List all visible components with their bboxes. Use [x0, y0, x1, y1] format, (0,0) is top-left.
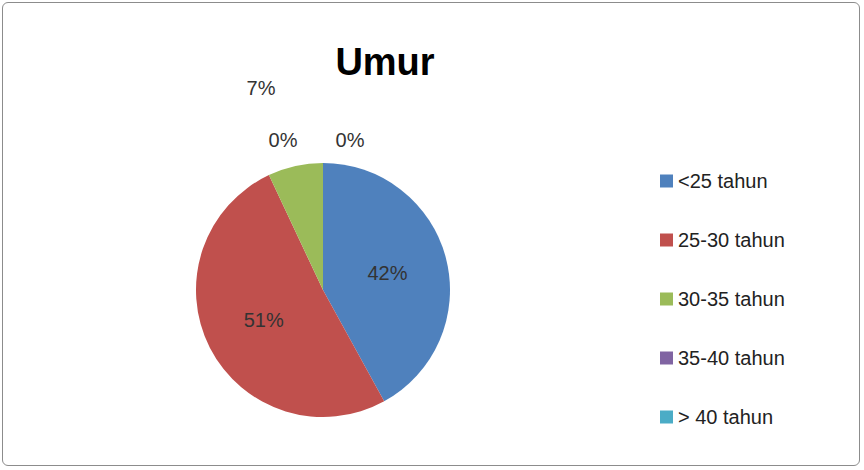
svg-text:42%: 42%	[367, 262, 407, 284]
svg-text:> 40 tahun: > 40 tahun	[678, 406, 773, 428]
svg-text:35-40 tahun: 35-40 tahun	[678, 347, 785, 369]
svg-text:51%: 51%	[244, 309, 284, 331]
svg-text:7%: 7%	[247, 77, 276, 99]
svg-text:0%: 0%	[336, 129, 365, 151]
svg-text:Umur: Umur	[335, 41, 434, 83]
svg-text:0%: 0%	[269, 129, 298, 151]
svg-text:30-35 tahun: 30-35 tahun	[678, 288, 785, 310]
svg-text:<25 tahun: <25 tahun	[678, 170, 768, 192]
svg-text:25-30 tahun: 25-30 tahun	[678, 229, 785, 251]
